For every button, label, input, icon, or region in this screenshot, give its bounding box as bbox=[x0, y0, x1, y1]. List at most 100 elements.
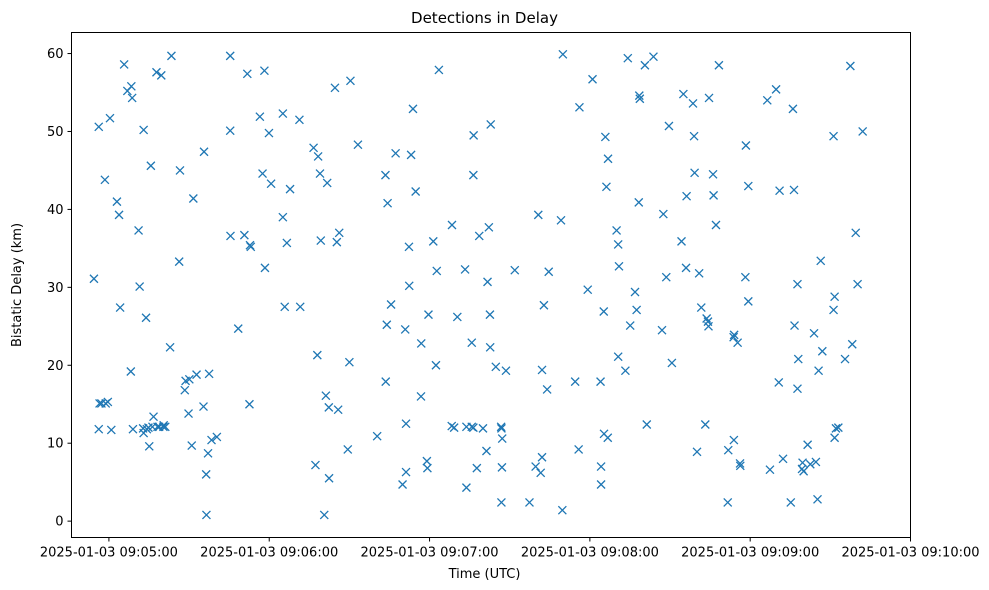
detection-point bbox=[100, 175, 110, 185]
detection-point bbox=[315, 169, 325, 179]
detection-point bbox=[788, 104, 798, 114]
detection-point bbox=[829, 305, 839, 315]
detection-point bbox=[714, 60, 724, 70]
detection-point bbox=[204, 369, 214, 379]
detection-point bbox=[126, 367, 136, 376]
detection-point bbox=[424, 310, 433, 320]
detection-point bbox=[127, 93, 137, 103]
detection-point bbox=[729, 332, 739, 342]
detection-point bbox=[658, 209, 668, 219]
detection-point bbox=[805, 459, 815, 469]
detection-point bbox=[324, 402, 334, 412]
detection-point bbox=[428, 236, 438, 246]
detection-point bbox=[574, 444, 584, 454]
detection-point bbox=[280, 302, 290, 312]
detection-point bbox=[343, 444, 353, 454]
detection-point bbox=[741, 141, 751, 150]
detection-point bbox=[537, 452, 547, 462]
detection-point bbox=[156, 70, 166, 80]
detection-point bbox=[847, 339, 857, 349]
detection-point bbox=[207, 435, 216, 445]
detection-point bbox=[799, 466, 809, 476]
detection-point bbox=[400, 324, 410, 334]
detection-point bbox=[830, 292, 840, 302]
detection-point bbox=[689, 131, 699, 141]
detection-point bbox=[472, 463, 482, 473]
detection-point bbox=[246, 242, 256, 252]
detection-point bbox=[678, 89, 688, 99]
x-tick-label: 2025-01-03 09:07:00 bbox=[361, 546, 499, 561]
detection-point bbox=[833, 423, 843, 433]
detection-point bbox=[264, 128, 274, 138]
detection-point bbox=[596, 462, 606, 472]
detection-point bbox=[813, 494, 822, 504]
detection-point bbox=[406, 150, 416, 160]
detection-point bbox=[612, 225, 622, 235]
detection-point bbox=[324, 473, 334, 483]
detection-point bbox=[497, 434, 507, 443]
detection-point bbox=[112, 197, 122, 207]
detection-point bbox=[635, 94, 645, 104]
detection-point bbox=[398, 480, 408, 489]
detection-point bbox=[536, 468, 546, 478]
detection-point bbox=[484, 222, 494, 232]
detection-point bbox=[313, 151, 323, 161]
detection-point bbox=[461, 483, 471, 493]
detection-point bbox=[467, 338, 477, 348]
x-tick-label: 2025-01-03 09:05:00 bbox=[40, 546, 178, 561]
detection-point bbox=[501, 366, 511, 376]
detection-point bbox=[661, 272, 671, 282]
detection-point bbox=[692, 447, 702, 457]
y-axis-label: Bistatic Delay (km) bbox=[10, 223, 25, 347]
detection-point bbox=[226, 231, 235, 241]
x-axis: 2025-01-03 09:05:00 2025-01-03 09:06:00 20… bbox=[40, 537, 980, 561]
detection-point bbox=[386, 300, 396, 309]
data-markers bbox=[89, 49, 868, 520]
detection-point bbox=[831, 423, 841, 433]
detection-point bbox=[404, 242, 414, 252]
detection-point bbox=[664, 121, 674, 131]
detection-point bbox=[531, 462, 541, 472]
x-tick-label: 2025-01-03 09:06:00 bbox=[200, 546, 338, 561]
chart-title: Detections in Delay bbox=[411, 9, 558, 27]
detection-point bbox=[596, 480, 606, 489]
detection-point bbox=[380, 170, 390, 180]
detection-point bbox=[485, 310, 495, 320]
detection-point bbox=[135, 282, 145, 292]
detection-point bbox=[333, 405, 343, 415]
detection-point bbox=[391, 148, 401, 158]
detection-point bbox=[188, 194, 198, 203]
detection-point bbox=[853, 279, 863, 289]
detection-point bbox=[851, 228, 861, 238]
detection-point bbox=[408, 104, 418, 114]
detection-point bbox=[174, 257, 184, 267]
detection-point bbox=[203, 448, 213, 458]
detection-point bbox=[144, 441, 154, 451]
detection-point bbox=[294, 115, 304, 125]
detection-point bbox=[793, 279, 802, 289]
detection-point bbox=[809, 328, 819, 338]
detection-point bbox=[774, 377, 784, 387]
detection-point bbox=[372, 431, 382, 441]
detection-point bbox=[165, 342, 175, 352]
y-axis: 0 10 20 30 40 50 60 bbox=[47, 47, 72, 530]
detection-point bbox=[743, 181, 753, 191]
detection-point bbox=[814, 366, 824, 376]
detection-point bbox=[708, 169, 718, 179]
x-tick-label: 2025-01-03 09:08:00 bbox=[521, 546, 659, 561]
detection-point bbox=[449, 423, 459, 433]
detection-point bbox=[431, 360, 441, 370]
detection-point bbox=[434, 65, 444, 75]
detection-point bbox=[184, 409, 193, 419]
detection-point bbox=[733, 338, 743, 348]
detection-point bbox=[322, 178, 332, 188]
detection-point bbox=[830, 433, 840, 443]
detection-point bbox=[282, 238, 292, 248]
detection-point bbox=[199, 147, 209, 157]
detection-point bbox=[596, 377, 606, 387]
detection-point bbox=[709, 190, 719, 200]
detection-point bbox=[704, 321, 713, 331]
detection-point bbox=[460, 264, 470, 274]
detection-point bbox=[115, 303, 125, 313]
detection-point bbox=[242, 69, 252, 79]
